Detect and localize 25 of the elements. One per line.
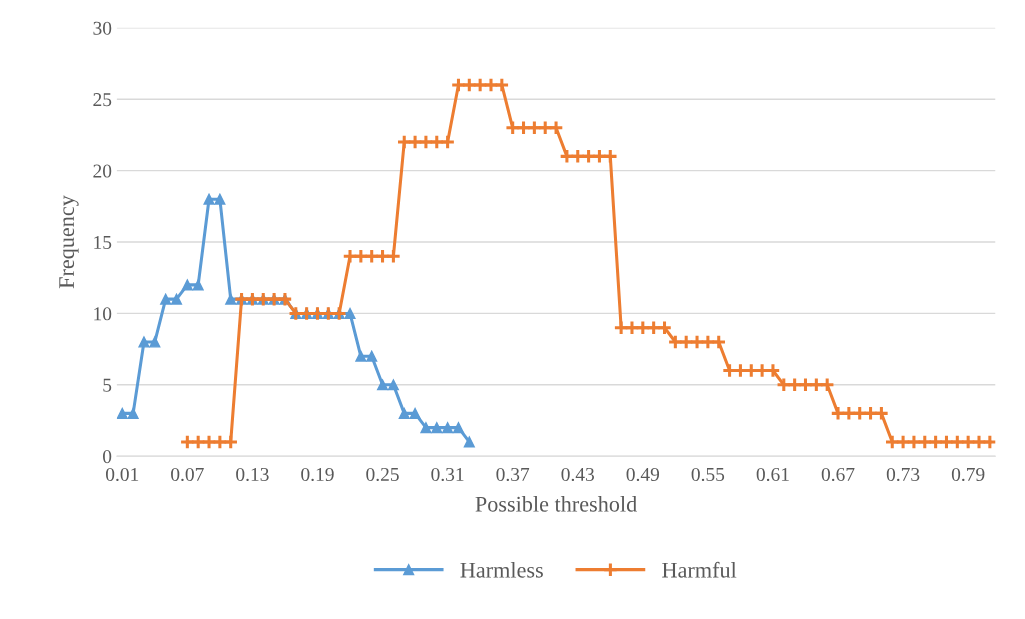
x-tick-label: 0.01 [106,467,139,482]
y-tick-label: 0 [103,450,112,464]
y-tick-label: 25 [93,93,112,107]
x-tick-label: 0.79 [951,467,985,482]
x-tick-label: 0.37 [496,467,530,482]
x-tick-label: 0.73 [886,467,920,482]
legend-label: Harmless [460,562,543,578]
x-tick-label: 0.61 [756,467,789,482]
y-tick-label: 10 [94,307,112,321]
y-axis-title: Frequency [59,195,79,289]
x-tick-label: 0.43 [561,467,595,482]
x-tick-label: 0.49 [626,467,660,482]
y-tick-label: 5 [103,378,112,392]
x-tick-label: 0.31 [431,467,464,482]
x-tick-label: 0.55 [691,467,725,482]
y-tick-label: 30 [93,21,112,35]
y-tick-label: 15 [94,235,112,249]
x-tick-label: 0.13 [236,467,269,482]
x-tick-label: 0.25 [366,467,399,482]
x-axis-title: Possible threshold [475,496,637,512]
x-tick-label: 0.19 [301,467,334,482]
y-tick-label: 20 [93,164,112,178]
legend-label: Harmful [662,561,737,578]
x-tick-label: 0.07 [171,467,204,482]
x-tick-label: 0.67 [821,467,855,482]
